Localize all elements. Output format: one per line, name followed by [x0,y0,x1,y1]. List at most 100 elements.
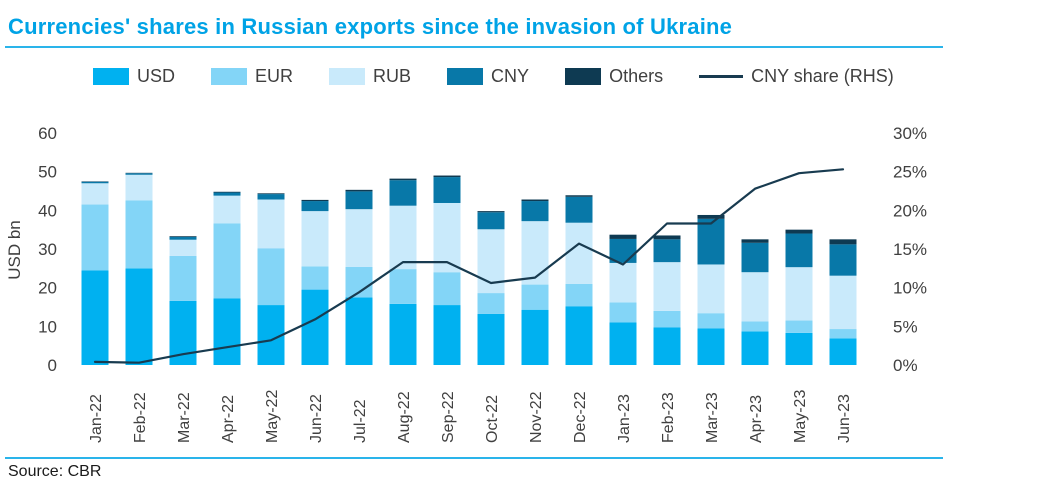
bar-segment-rub [609,262,637,303]
svg-text:25%: 25% [893,163,927,182]
legend-label: Others [609,66,664,86]
bar-segment-eur [653,310,681,328]
legend-label: EUR [255,66,294,86]
bar-segment-usd [521,309,549,365]
svg-text:Jun-23: Jun-23 [836,394,853,443]
bar-segment-rub [565,222,593,284]
bar-segment-rub [697,264,725,314]
bottom-rule [5,457,943,459]
bar-segment-cny [213,192,241,196]
svg-text:Aug-22: Aug-22 [396,391,413,443]
bar-segment-usd [697,328,725,365]
svg-text:15%: 15% [893,240,927,259]
bar-segment-usd [125,268,153,365]
chart-title: Currencies' shares in Russian exports si… [8,14,733,39]
bar-segment-usd [345,297,373,365]
bar-segment-rub [389,205,417,270]
bar-segment-cny [565,196,593,223]
bar-segment-eur [785,320,813,333]
bar-segment-rub [257,199,285,249]
bar-segment-usd [81,270,109,365]
bar-segment-rub [169,239,197,256]
svg-text:0: 0 [48,356,57,375]
bar-segment-rub [301,211,329,267]
bar-jun-23 [829,239,857,365]
svg-text:Sep-22: Sep-22 [440,391,457,443]
svg-text:Feb-22: Feb-22 [132,392,149,443]
bar-segment-cny [345,191,373,210]
legend-item-eur: EUR [211,66,293,87]
svg-text:May-22: May-22 [264,390,281,443]
legend-item-usd: USD [93,66,175,87]
bar-jul-22 [345,189,373,365]
legend-swatch-eur [211,68,248,85]
svg-text:Jan-23: Jan-23 [616,394,633,443]
bar-segment-others [521,199,549,202]
bar-segment-usd [213,298,241,365]
bar-segment-rub [345,209,373,267]
bar-segment-others [345,189,373,192]
svg-text:Mar-22: Mar-22 [176,392,193,443]
bar-segment-usd [477,313,505,365]
source-text: Source: CBR [8,463,102,480]
bar-segment-rub [829,275,857,330]
svg-text:10: 10 [38,317,57,336]
svg-text:0%: 0% [893,356,918,375]
svg-text:Jul-22: Jul-22 [352,399,369,443]
svg-text:Jan-22: Jan-22 [88,394,105,443]
legend: USD EUR RUB CNY Others CNY share (RHS) [93,66,894,87]
bar-segment-others [741,239,769,243]
svg-text:Apr-23: Apr-23 [748,395,765,443]
legend-item-cny: CNY [447,66,529,87]
bar-segment-rub [653,262,681,311]
legend-swatch-others [565,68,602,85]
bar-nov-22 [521,199,549,365]
bar-segment-eur [565,283,593,307]
svg-text:Apr-22: Apr-22 [220,395,237,443]
bar-segment-eur [213,223,241,299]
bar-segment-others [389,178,417,181]
bar-jun-22 [301,199,329,365]
bar-segment-cny [653,239,681,263]
bar-segment-eur [609,302,637,323]
bar-segment-others [697,214,725,219]
bar-segment-eur [741,321,769,332]
y-axis-left-title: USD bn [5,220,24,280]
bar-segment-others [653,235,681,240]
title-rule [5,46,943,48]
bar-segment-cny [697,218,725,265]
legend-line-icon [699,75,744,78]
bar-segment-cny [125,173,153,175]
bar-sep-22 [433,175,461,365]
legend-label: CNY [491,66,530,86]
legend-swatch-rub [329,68,366,85]
bar-segment-others [565,195,593,197]
bar-mar-23 [697,214,725,365]
bar-segment-rub [785,267,813,321]
cny-share-line [93,168,845,364]
svg-text:30%: 30% [893,124,927,143]
bar-segment-rub [521,221,549,285]
bar-segment-cny [829,244,857,276]
bar-segment-usd [301,289,329,365]
bar-segment-eur [389,269,417,304]
bar-segment-others [301,199,329,202]
legend-swatch-usd [93,68,129,85]
legend-item-rub: RUB [329,66,411,87]
y-axis-left: 0 10 20 30 40 50 60 [38,124,57,375]
bar-segment-cny [477,212,505,230]
legend-label: USD [137,66,176,86]
svg-text:50: 50 [38,163,57,182]
bar-segment-usd [785,332,813,365]
bar-segment-cny [301,201,329,212]
bar-segment-rub [81,183,109,205]
bar-segment-eur [169,255,197,301]
bar-segment-eur [829,329,857,339]
svg-text:60: 60 [38,124,57,143]
bar-segment-rub [741,272,769,322]
bar-segment-eur [257,248,285,306]
bar-segment-rub [213,195,241,224]
bar-segment-usd [389,303,417,365]
bar-apr-23 [741,239,769,365]
